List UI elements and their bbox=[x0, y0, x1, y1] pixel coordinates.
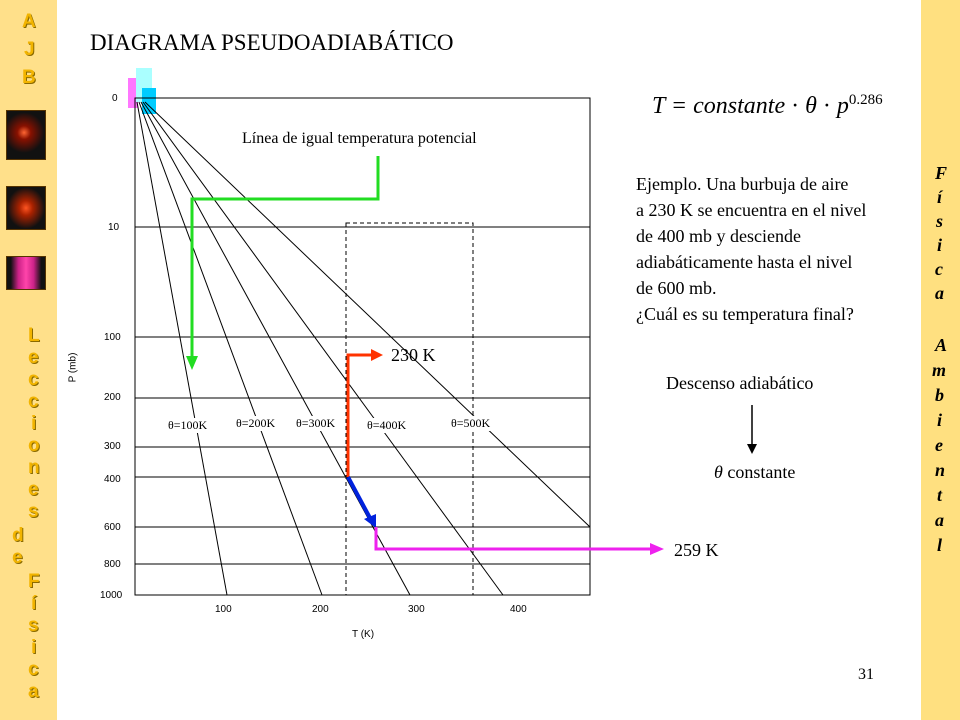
green-arrowhead bbox=[186, 356, 198, 370]
blue-path bbox=[346, 476, 372, 519]
pressure-tick: 600 bbox=[104, 522, 121, 533]
side-letter: a bbox=[935, 283, 944, 303]
pressure-tick: 400 bbox=[104, 474, 121, 485]
side-letter: i bbox=[31, 637, 37, 658]
side-letter: c bbox=[28, 659, 39, 680]
formula-lhs: T = constante bbox=[652, 93, 786, 119]
theta-symbol: θ bbox=[714, 462, 723, 482]
example-line: Ejemplo. Una burbuja de aire bbox=[636, 174, 849, 194]
formula-dot: · bbox=[791, 93, 800, 119]
side-letter: e bbox=[935, 435, 943, 455]
adiabat-line bbox=[138, 101, 323, 596]
y-axis-label: P (mb) bbox=[67, 352, 79, 383]
thumbnail-image bbox=[6, 186, 46, 230]
origin-marker bbox=[128, 78, 138, 108]
formula-dot: · bbox=[822, 93, 831, 119]
example-line: de 600 mb. bbox=[636, 278, 717, 298]
example-line: de 400 mb y desciende bbox=[636, 226, 801, 246]
side-letter: c bbox=[935, 259, 943, 279]
side-letter: i bbox=[937, 235, 943, 255]
side-letter: m bbox=[932, 360, 947, 380]
pressure-tick: 0 bbox=[112, 93, 118, 104]
x-axis-label: T (K) bbox=[352, 629, 375, 640]
temperature-tick: 100 bbox=[215, 604, 232, 615]
descent-arrowhead bbox=[747, 444, 757, 454]
theta-label: θ=300K bbox=[296, 416, 336, 431]
plot-frame bbox=[134, 97, 591, 596]
theta-label: θ=200K bbox=[236, 416, 276, 431]
theta-label: θ=500K bbox=[451, 416, 491, 431]
pressure-tick: 10 bbox=[108, 222, 120, 233]
dashed-region bbox=[345, 222, 474, 596]
formula-p: p bbox=[836, 93, 849, 119]
side-letter: c bbox=[28, 391, 39, 412]
side-letter: a bbox=[935, 510, 944, 530]
side-letter: e bbox=[12, 547, 23, 568]
example-line: ¿Cuál es su temperatura final? bbox=[636, 304, 854, 324]
formula-exponent: 0.286 bbox=[848, 92, 883, 108]
side-letter: A bbox=[22, 11, 36, 32]
side-letter: J bbox=[24, 39, 35, 60]
magenta-arrowhead bbox=[650, 543, 664, 555]
pressure-tick: 200 bbox=[104, 392, 121, 403]
side-letter: s bbox=[936, 211, 944, 231]
side-letter: n bbox=[935, 460, 946, 480]
temperature-tick: 300 bbox=[408, 604, 425, 615]
side-letter: t bbox=[937, 485, 943, 505]
side-letter: c bbox=[28, 369, 39, 390]
side-letter: B bbox=[22, 67, 36, 88]
side-letter: i bbox=[937, 410, 943, 430]
side-letter: F bbox=[935, 163, 948, 183]
start-temperature-label: 230 K bbox=[391, 345, 436, 365]
right-decorative-band bbox=[921, 0, 960, 720]
red-arrowhead bbox=[371, 349, 383, 361]
theta-label: θ=400K bbox=[367, 418, 407, 433]
side-letter: í bbox=[937, 187, 943, 207]
side-letter: b bbox=[935, 385, 944, 405]
adiabat-line bbox=[136, 101, 228, 596]
side-letter: í bbox=[31, 593, 37, 614]
constant-word: constante bbox=[727, 462, 796, 482]
example-line: a 230 K se encuentra en el nivel bbox=[636, 200, 867, 220]
red-path bbox=[346, 353, 373, 477]
side-letter: l bbox=[937, 535, 943, 555]
page-number: 31 bbox=[858, 666, 874, 683]
side-letter: a bbox=[28, 681, 39, 702]
pressure-tick: 300 bbox=[104, 441, 121, 452]
side-letter: L bbox=[28, 325, 40, 346]
thumbnail-image bbox=[6, 110, 46, 160]
pressure-tick: 100 bbox=[104, 332, 121, 343]
adiabat-line bbox=[142, 101, 504, 596]
adiabat-line bbox=[144, 101, 591, 528]
side-letter: e bbox=[28, 479, 39, 500]
theta-label: θ=100K bbox=[168, 418, 208, 433]
green-arrow bbox=[190, 156, 380, 360]
formula: T = constante · θ · p0.286 bbox=[652, 92, 883, 120]
final-temperature-label: 259 K bbox=[674, 540, 719, 560]
origin-marker bbox=[142, 88, 156, 114]
formula-theta: θ bbox=[805, 93, 817, 119]
side-letter: s bbox=[28, 501, 39, 522]
potential-temperature-line-label: Línea de igual temperatura potencial bbox=[242, 130, 477, 147]
side-letter: o bbox=[28, 435, 40, 456]
pressure-tick: 1000 bbox=[100, 590, 123, 601]
blue-arrowhead bbox=[364, 514, 376, 528]
example-line: adiabáticamente hasta el nivel bbox=[636, 252, 853, 272]
temperature-tick: 400 bbox=[510, 604, 527, 615]
side-letter: F bbox=[28, 571, 40, 592]
side-letter: e bbox=[28, 347, 39, 368]
side-letter: A bbox=[935, 335, 948, 355]
side-letter: i bbox=[31, 413, 37, 434]
temperature-tick: 200 bbox=[312, 604, 329, 615]
page-title: DIAGRAMA PSEUDOADIABÁTICO bbox=[90, 30, 454, 55]
process-label: Descenso adiabático bbox=[666, 373, 814, 393]
magenta-arrow bbox=[374, 527, 652, 551]
theta-constant-label: θ constante bbox=[714, 462, 795, 483]
pressure-tick: 800 bbox=[104, 559, 121, 570]
side-letter: s bbox=[28, 615, 39, 636]
side-letter: d bbox=[12, 525, 24, 546]
thumbnail-image bbox=[6, 256, 46, 290]
side-letter: n bbox=[28, 457, 40, 478]
